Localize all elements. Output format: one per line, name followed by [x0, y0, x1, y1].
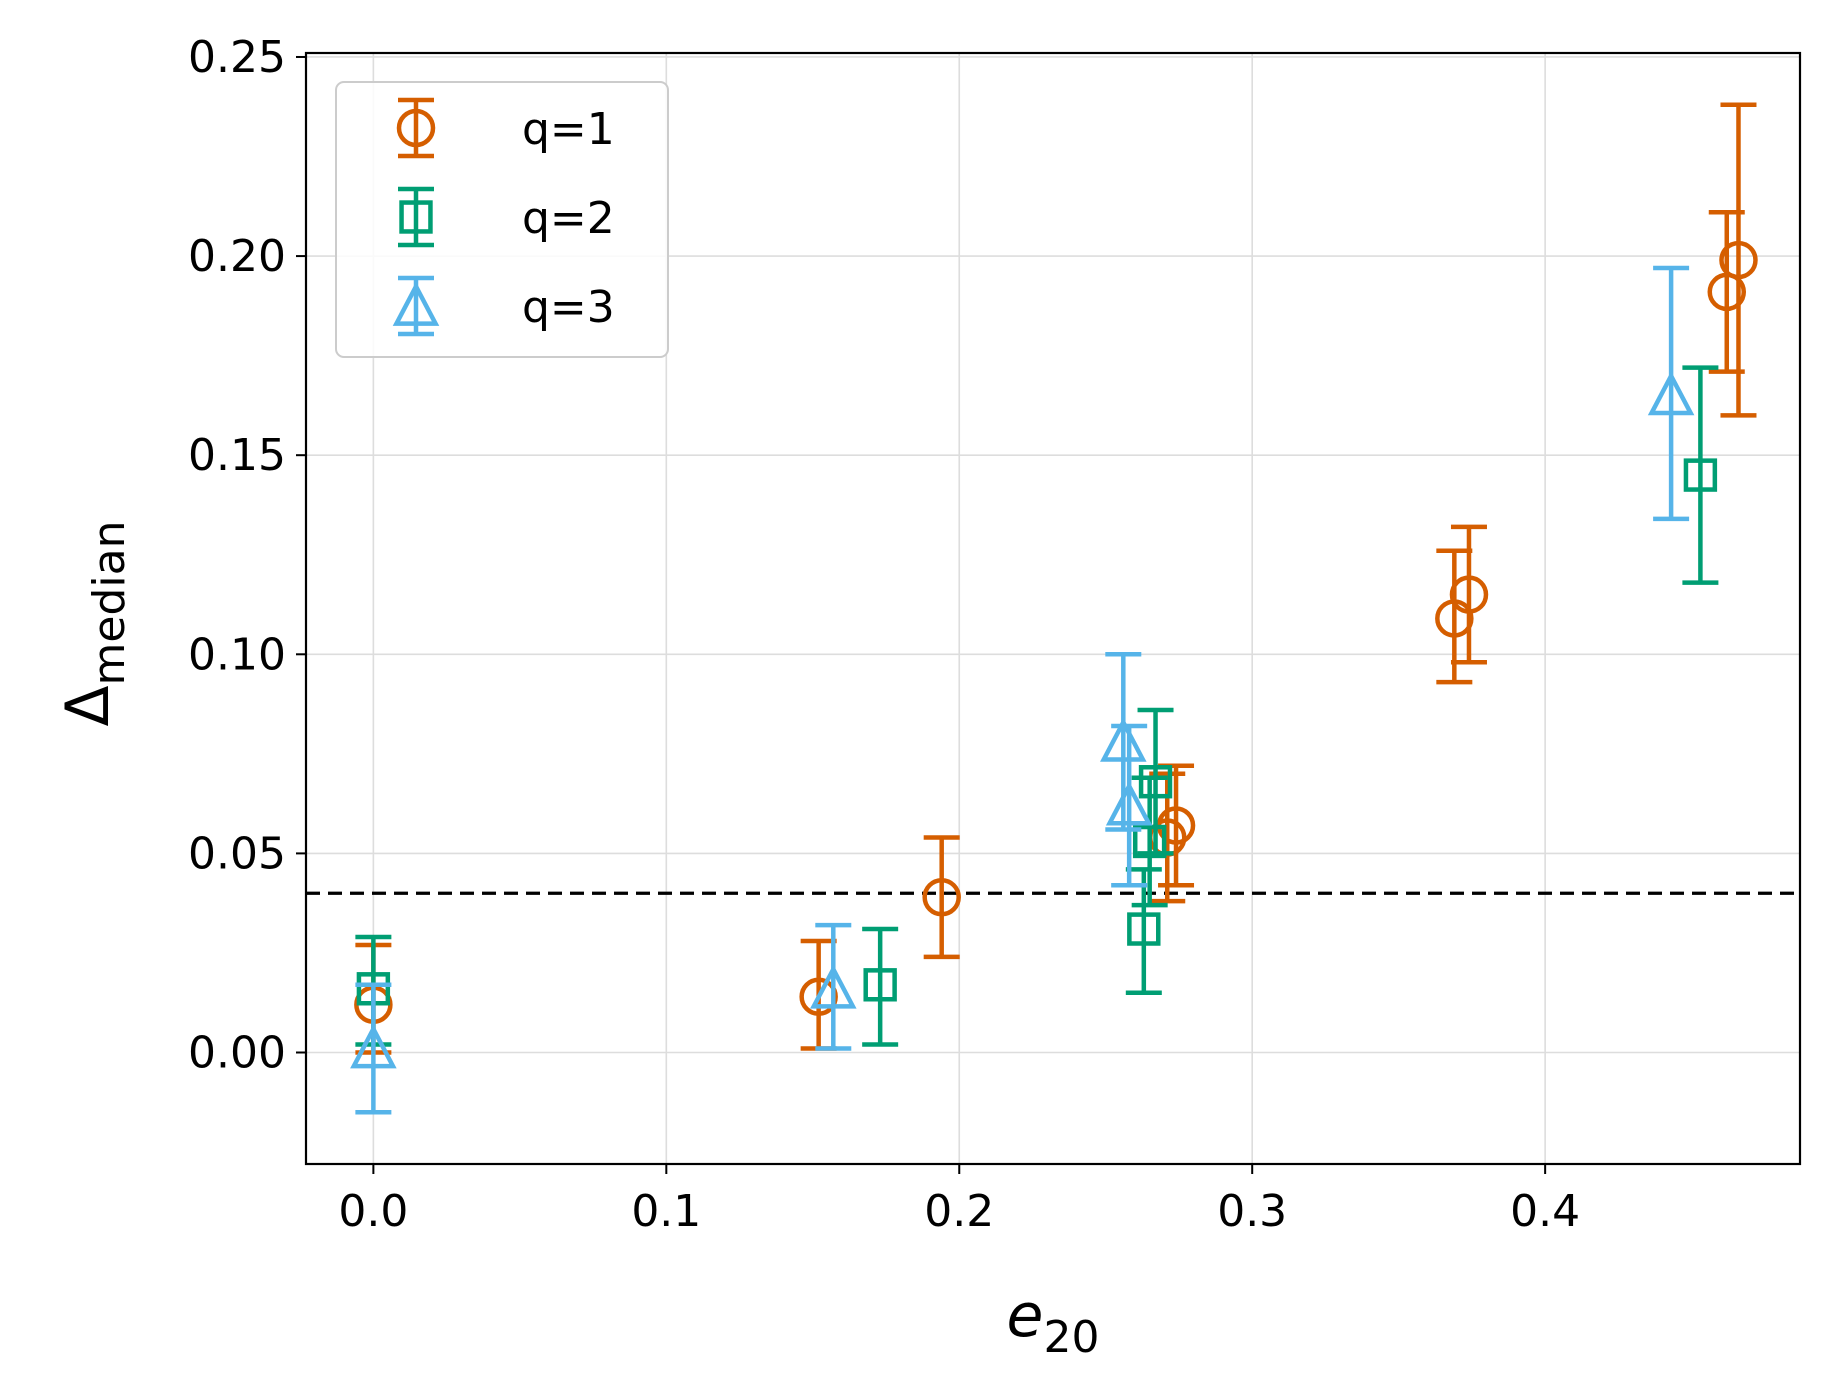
- data-point: [1125, 867, 1162, 996]
- legend-marker-triangle: [392, 281, 440, 326]
- x-tick-label: 0.1: [631, 1186, 701, 1237]
- marker-triangle: [1647, 371, 1695, 416]
- series-layer: [350, 102, 1758, 1115]
- marker-square: [1683, 458, 1718, 492]
- y-axis-label-main: Δ: [53, 685, 123, 726]
- x-axis-label: e20: [1007, 1281, 1100, 1363]
- data-point: [1131, 775, 1168, 908]
- x-tick-label: 0.2: [924, 1186, 994, 1237]
- y-tick-label: 0.20: [188, 231, 286, 282]
- marker-triangle: [810, 964, 857, 1009]
- data-point: [810, 922, 857, 1051]
- data-point: [862, 926, 899, 1047]
- series-q-3: [350, 265, 1695, 1115]
- y-tick-label: 0.10: [188, 629, 286, 680]
- y-tick-label: 0.05: [188, 828, 286, 879]
- x-axis-label-sub: 20: [1043, 1312, 1099, 1363]
- legend-label: q=2: [522, 193, 615, 244]
- marker-square: [863, 968, 897, 1002]
- y-tick-label: 0.00: [188, 1028, 286, 1079]
- marker-circle: [799, 977, 838, 1017]
- legend-entry: q=1: [396, 97, 615, 159]
- marker-circle: [1449, 575, 1489, 614]
- x-tick-label: 0.3: [1217, 1186, 1287, 1237]
- data-point: [922, 835, 961, 960]
- data-point: [1449, 524, 1489, 665]
- legend-marker-circle: [396, 108, 436, 148]
- marker-square: [1127, 912, 1161, 946]
- x-tick-label: 0.4: [1510, 1186, 1580, 1237]
- plot-frame: [304, 51, 1802, 1166]
- marker-triangle: [1105, 781, 1153, 826]
- marker-circle: [1719, 240, 1758, 280]
- legend-box: [335, 81, 669, 358]
- marker-square: [1132, 824, 1167, 859]
- series-q-2: [355, 365, 1719, 1047]
- data-point: [1682, 365, 1719, 585]
- legend-entry: q=3: [392, 275, 615, 337]
- data-point: [1137, 707, 1174, 856]
- data-point: [1719, 102, 1758, 418]
- y-axis-label: Δmedian: [53, 521, 135, 727]
- y-axis-label-sub: median: [84, 521, 135, 686]
- marker-circle: [922, 877, 961, 917]
- y-tick-label: 0.25: [188, 32, 286, 83]
- marker-triangle: [350, 1024, 397, 1069]
- x-axis-label-main: e: [1007, 1281, 1044, 1351]
- data-point: [350, 982, 397, 1115]
- legend-label: q=3: [522, 282, 615, 333]
- legend-marker-square: [399, 200, 433, 234]
- marker-triangle: [1100, 717, 1147, 762]
- data-point: [1647, 265, 1695, 522]
- marker-square: [1138, 765, 1173, 799]
- legend: q=1 q=2 q=3: [335, 81, 669, 358]
- data-point: [1105, 723, 1153, 888]
- x-tick-label: 0.0: [338, 1186, 408, 1237]
- y-tick-label: 0.15: [188, 430, 286, 481]
- legend-label: q=1: [522, 104, 615, 155]
- axis-ticks: 0.0 0.1 0.2 0.3 0.4 0.00 0.05 0.10 0.15 0.20 0.25: [188, 32, 1580, 1237]
- legend-entry: q=2: [398, 186, 615, 248]
